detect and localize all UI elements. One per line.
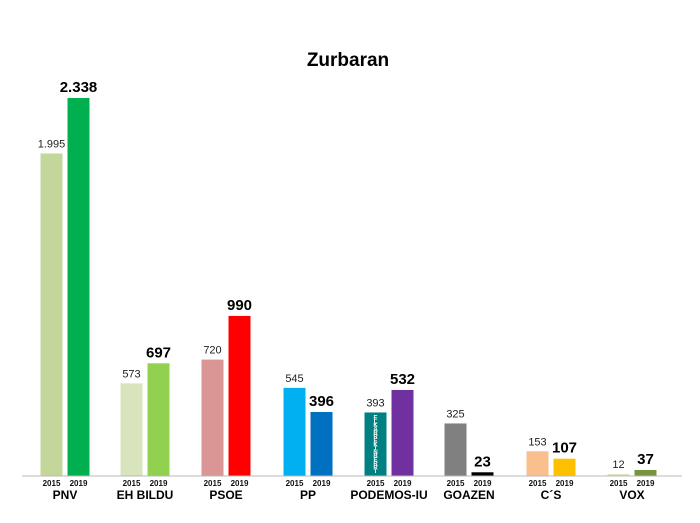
data-label-podemos-iu-2019: 532 — [390, 371, 415, 388]
year-label-eh-bildu-2015: 2015 — [123, 479, 141, 488]
category-label-c-s: C´S — [541, 488, 562, 502]
year-label-vox-2015: 2015 — [610, 479, 628, 488]
bar-pp-2015 — [283, 387, 306, 476]
bar-eh-bildu-2019 — [147, 363, 170, 476]
data-label-pp-2015: 545 — [285, 373, 303, 385]
year-label-goazen-2015: 2015 — [447, 479, 465, 488]
bar-pnv-2019 — [67, 98, 90, 476]
data-label-vox-2019: 37 — [637, 451, 654, 468]
data-label-pp-2019: 396 — [309, 393, 334, 410]
bar-c-s-2019 — [553, 458, 576, 476]
category-label-eh-bildu: EH BILDU — [117, 488, 174, 502]
data-label-psoe-2015: 720 — [203, 345, 221, 357]
year-label-psoe-2019: 2019 — [231, 479, 249, 488]
chart-title: Zurbaran — [307, 50, 389, 71]
year-label-c-s-2019: 2019 — [556, 479, 574, 488]
bar-vox-2019 — [634, 470, 657, 476]
category-label-goazen: GOAZEN — [443, 488, 494, 502]
category-label-psoe: PSOE — [209, 488, 242, 502]
category-label-pnv: PNV — [53, 488, 78, 502]
year-label-c-s-2015: 2015 — [529, 479, 547, 488]
bar-podemos-iu-2015 — [364, 412, 387, 476]
bar-eh-bildu-2015 — [120, 383, 143, 476]
category-label-pp: PP — [300, 488, 316, 502]
bar-goazen-2019 — [471, 472, 494, 476]
year-label-pnv-2015: 2015 — [43, 479, 61, 488]
year-label-pp-2015: 2015 — [286, 479, 304, 488]
data-label-c-s-2015: 153 — [528, 436, 546, 448]
data-label-eh-bildu-2015: 573 — [122, 368, 140, 380]
year-label-pp-2019: 2019 — [313, 479, 331, 488]
data-label-c-s-2019: 107 — [552, 440, 577, 457]
bar-pp-2019 — [310, 411, 333, 476]
bar-psoe-2015 — [201, 359, 224, 476]
year-label-vox-2019: 2019 — [637, 479, 655, 488]
data-label-pnv-2019: 2.338 — [60, 79, 98, 96]
data-label-eh-bildu-2019: 697 — [146, 344, 171, 361]
data-label-psoe-2019: 990 — [227, 297, 252, 314]
data-label-pnv-2015: 1.995 — [38, 138, 66, 150]
year-label-eh-bildu-2019: 2019 — [150, 479, 168, 488]
bar-podemos-iu-2019 — [391, 389, 414, 476]
data-label-goazen-2015: 325 — [446, 408, 464, 420]
data-label-vox-2015: 12 — [612, 459, 624, 471]
year-label-podemos-iu-2019: 2019 — [394, 479, 412, 488]
bar-goazen-2015 — [444, 423, 467, 476]
bar-c-s-2015 — [526, 451, 549, 476]
year-label-podemos-iu-2015: 2015 — [367, 479, 385, 488]
data-label-podemos-iu-2015: 393 — [366, 397, 384, 409]
year-label-psoe-2015: 2015 — [204, 479, 222, 488]
year-label-goazen-2019: 2019 — [474, 479, 492, 488]
bar-pnv-2015 — [40, 153, 63, 477]
data-label-goazen-2019: 23 — [474, 453, 491, 470]
bar-psoe-2019 — [228, 315, 251, 476]
category-label-podemos-iu: PODEMOS-IU — [350, 488, 427, 502]
category-label-vox: VOX — [619, 488, 644, 502]
year-label-pnv-2019: 2019 — [70, 479, 88, 488]
bar-vox-2015 — [607, 474, 630, 476]
